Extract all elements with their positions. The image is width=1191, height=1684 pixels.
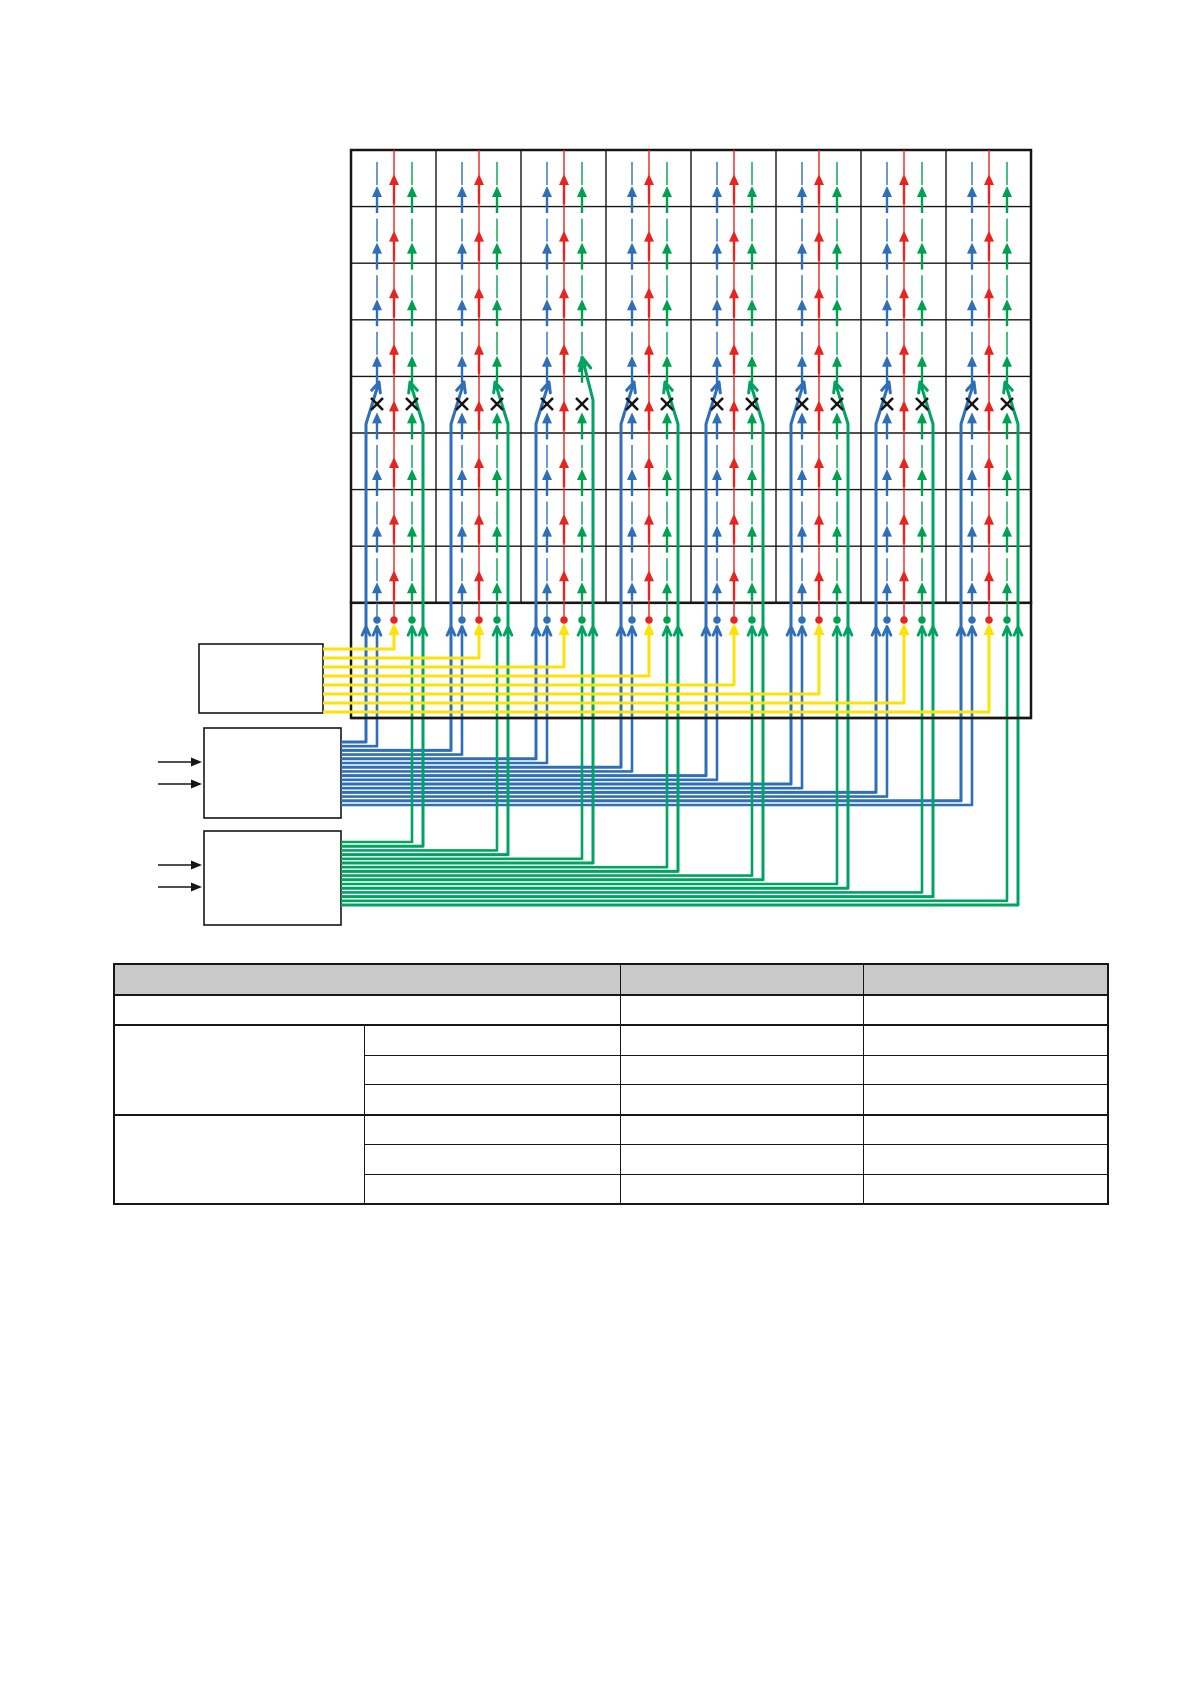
via-dot-icon	[798, 616, 806, 624]
via-dot-icon	[645, 616, 653, 624]
yellow-arrow-icon	[558, 623, 570, 635]
input-arrow-icon	[191, 860, 202, 870]
wordline-driver-box	[198, 643, 324, 714]
yellow-arrow-icon	[898, 623, 910, 635]
memory-array-diagram	[158, 148, 1033, 926]
input-arrow-icon	[191, 757, 202, 767]
yellow-arrow-icon	[813, 623, 825, 635]
table-cell	[363, 1173, 621, 1205]
via-dot-icon	[493, 616, 501, 624]
via-dot-icon	[390, 616, 398, 624]
table-cell	[113, 994, 621, 1026]
via-dot-icon	[560, 616, 568, 624]
yellow-arrow-icon	[388, 623, 400, 635]
contact-and-cross-marks	[360, 397, 1024, 637]
table-row	[113, 1024, 1109, 1115]
table-header-row	[113, 963, 1109, 996]
input-arrow-icon	[191, 779, 202, 789]
table-cell-merged	[113, 1113, 365, 1205]
via-dot-icon	[730, 616, 738, 624]
via-dot-icon	[815, 616, 823, 624]
table-cell	[619, 1113, 864, 1145]
table-row	[114, 1144, 1109, 1175]
yellow-arrow-icon	[643, 623, 655, 635]
yellow-arrow-icon	[473, 623, 485, 635]
table-row	[113, 1113, 1109, 1205]
table-cell	[619, 1024, 864, 1056]
via-dot-icon	[458, 616, 466, 624]
via-dot-icon	[578, 616, 586, 624]
table-row	[113, 994, 1109, 1026]
input-arrow-icon	[191, 882, 202, 892]
driver-boxes	[158, 643, 342, 926]
via-dot-icon	[918, 616, 926, 624]
table-cell	[862, 1054, 1109, 1085]
yellow-arrow-icon	[983, 623, 995, 635]
table-cell	[619, 1084, 864, 1115]
table-row	[114, 1173, 1109, 1205]
table-cell	[619, 1054, 864, 1085]
via-dot-icon	[883, 616, 891, 624]
table-cell	[363, 1144, 621, 1175]
via-dot-icon	[1003, 616, 1011, 624]
via-dot-icon	[543, 616, 551, 624]
header-cell	[619, 963, 864, 996]
table-cell	[862, 1024, 1109, 1056]
yellow-wordline-wires	[323, 623, 995, 714]
table-cell	[363, 1113, 621, 1145]
access-strip-border	[349, 601, 1033, 720]
header-cell	[113, 963, 621, 996]
via-dot-icon	[628, 616, 636, 624]
table-cell	[363, 1054, 621, 1085]
table-row	[114, 1084, 1109, 1115]
cell-current-arrows	[372, 150, 1012, 620]
via-dot-icon	[373, 616, 381, 624]
via-dot-icon	[900, 616, 908, 624]
blue-shift-driver-box	[203, 727, 342, 819]
via-dot-icon	[833, 616, 841, 624]
table-cell	[619, 1173, 864, 1205]
green-select-wires	[341, 355, 1020, 907]
green-shift-driver-box	[203, 830, 342, 926]
table-cell	[862, 1144, 1109, 1175]
table-cell	[363, 1024, 621, 1056]
table-cell	[363, 1084, 621, 1115]
via-dot-icon	[663, 616, 671, 624]
table-cell	[862, 1113, 1109, 1145]
table-cell	[619, 1144, 864, 1175]
table-cell	[862, 1084, 1109, 1115]
table-cell	[862, 1173, 1109, 1205]
via-dot-icon	[475, 616, 483, 624]
parameter-table	[113, 963, 1109, 1205]
via-dot-icon	[985, 616, 993, 624]
yellow-arrow-icon	[728, 623, 740, 635]
via-dot-icon	[408, 616, 416, 624]
table-cell	[862, 994, 1109, 1026]
table-cell-merged	[113, 1024, 365, 1115]
table-cell	[619, 994, 864, 1026]
header-cell	[862, 963, 1109, 996]
via-dot-icon	[713, 616, 721, 624]
via-dot-icon	[748, 616, 756, 624]
table-row	[114, 1054, 1109, 1085]
via-dot-icon	[968, 616, 976, 624]
